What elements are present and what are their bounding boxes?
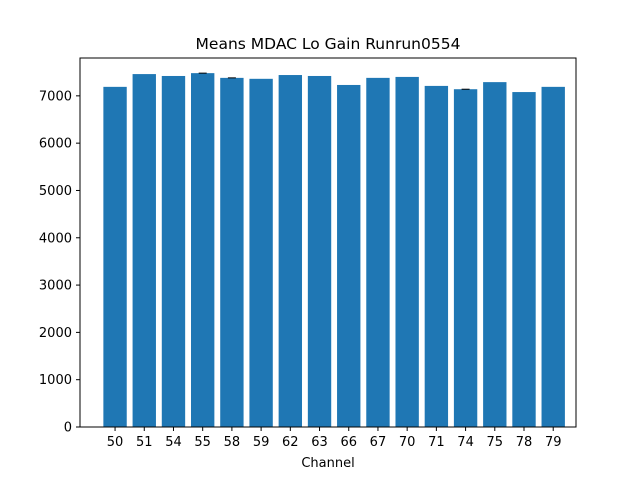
y-tick-label: 2000 — [39, 326, 72, 341]
bar-63 — [307, 75, 332, 427]
x-axis-ticks: 50 51 54 55 58 59 62 63 66 67 70 71 74 75 78 79 — [107, 427, 562, 450]
bar-62 — [278, 75, 303, 428]
bar-78 — [512, 92, 536, 428]
bar-66 — [337, 84, 361, 427]
bar-59 — [249, 78, 273, 428]
x-tick-label: 71 — [428, 435, 445, 450]
bar-55 — [191, 73, 215, 427]
bar-54 — [161, 75, 186, 427]
x-tick-label: 62 — [282, 435, 299, 450]
y-tick-label: 4000 — [39, 231, 72, 246]
x-tick-label: 51 — [136, 435, 153, 450]
bar-79 — [541, 86, 565, 427]
bar-50 — [103, 86, 127, 427]
plot-frame — [79, 57, 577, 428]
x-axis-label: Channel — [301, 456, 354, 471]
chart-title: Means MDAC Lo Gain Runrun0554 — [196, 35, 461, 53]
x-tick-label: 79 — [545, 435, 562, 450]
x-tick-label: 55 — [194, 435, 211, 450]
y-tick-label: 5000 — [39, 184, 72, 199]
y-tick-label: 7000 — [39, 89, 72, 104]
bars-group — [103, 73, 565, 428]
x-tick-label: 58 — [224, 435, 241, 450]
x-tick-label: 54 — [165, 435, 182, 450]
x-tick-label: 67 — [370, 435, 387, 450]
y-tick-label: 0 — [64, 421, 72, 436]
bar-70 — [395, 76, 419, 427]
bar-71 — [424, 85, 449, 428]
x-tick-label: 75 — [487, 435, 504, 450]
x-tick-label: 78 — [516, 435, 533, 450]
bar-58 — [220, 77, 244, 427]
bar-75 — [483, 82, 507, 427]
error-bars-group — [198, 72, 470, 90]
x-tick-label: 70 — [399, 435, 416, 450]
x-tick-label: 59 — [253, 435, 270, 450]
x-tick-label: 66 — [340, 435, 357, 450]
bar-51 — [132, 74, 156, 427]
y-tick-label: 6000 — [39, 137, 72, 152]
bar-67 — [366, 77, 390, 427]
bar-74 — [453, 89, 478, 427]
x-tick-label: 63 — [311, 435, 328, 450]
x-tick-label: 74 — [457, 435, 474, 450]
y-axis-ticks: 0 1000 2000 3000 4000 5000 6000 7000 — [39, 89, 80, 436]
y-tick-label: 1000 — [39, 373, 72, 388]
x-tick-label: 50 — [107, 435, 124, 450]
y-tick-label: 3000 — [39, 279, 72, 294]
